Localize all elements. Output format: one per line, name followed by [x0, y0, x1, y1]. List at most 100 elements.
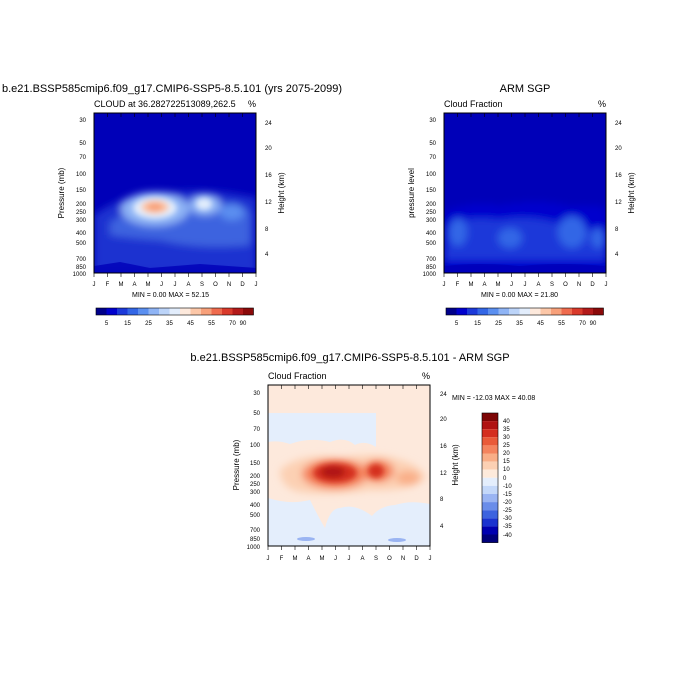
panel3-left-axis: 30 50 70 100 150 200 250 300 400 500 700… — [247, 391, 261, 551]
panel2-heatmap — [444, 113, 606, 273]
p2-yt-500: 500 — [426, 241, 437, 247]
p1-m-1: J — [93, 282, 96, 288]
p2-yt-250: 250 — [426, 210, 437, 216]
p2-rt-12: 12 — [615, 200, 622, 206]
p1-rt-12: 12 — [265, 200, 272, 206]
p2-cb-90: 90 — [590, 321, 597, 327]
p3-cb-m20: -20 — [503, 500, 512, 506]
p1-rt-20: 20 — [265, 146, 272, 152]
p3-m-2: F — [280, 556, 284, 562]
p3-rt-8: 8 — [440, 497, 444, 503]
p2-cb-70: 70 — [579, 321, 586, 327]
p2-m-2: F — [456, 282, 460, 288]
p1-m-10: O — [213, 282, 218, 288]
p3-m-1: J — [267, 556, 270, 562]
panel1-ylabel-right: Height (km) — [277, 172, 286, 214]
p2-cb-35: 35 — [516, 321, 523, 327]
p3-yt-30: 30 — [253, 391, 260, 397]
panel1-stats: MIN = 0.00 MAX = 52.15 — [132, 292, 209, 299]
p1-yt-850: 850 — [76, 265, 87, 271]
p3-yt-700: 700 — [250, 528, 261, 534]
panel1-colorbar — [96, 308, 254, 315]
p2-rt-20: 20 — [615, 146, 622, 152]
p3-m-8: A — [360, 556, 364, 562]
p1-m-12: D — [240, 282, 245, 288]
p1-m-8: A — [186, 282, 190, 288]
p3-m-11: N — [401, 556, 405, 562]
p1-m-2: F — [106, 282, 110, 288]
p3-yt-500: 500 — [250, 513, 261, 519]
p2-rt-8: 8 — [615, 227, 619, 233]
p2-rt-16: 16 — [615, 173, 622, 179]
p2-cb-55: 55 — [558, 321, 565, 327]
p1-cb-90: 90 — [240, 321, 247, 327]
p3-cb-35: 35 — [503, 427, 510, 433]
panel1-colorbar-labels: 5 15 25 35 45 55 70 90 — [105, 321, 247, 327]
p3-rt-12: 12 — [440, 471, 447, 477]
p1-yt-250: 250 — [76, 210, 87, 216]
p3-m-4: A — [306, 556, 310, 562]
p3-yt-400: 400 — [250, 503, 261, 509]
p2-yt-700: 700 — [426, 257, 437, 263]
p3-yt-100: 100 — [250, 443, 261, 449]
p3-m-12: D — [414, 556, 419, 562]
p3-cb-25: 25 — [503, 443, 510, 449]
p1-yt-400: 400 — [76, 231, 87, 237]
p3-m-7: J — [348, 556, 351, 562]
p1-m-4: A — [132, 282, 136, 288]
panel1-units: % — [248, 99, 256, 109]
p3-yt-150: 150 — [250, 461, 261, 467]
panel3-ylabel-right: Height (km) — [451, 444, 460, 486]
p3-cb-20: 20 — [503, 451, 510, 457]
p2-cb-25: 25 — [495, 321, 502, 327]
panel1-heatmap — [94, 113, 256, 273]
p3-m-9: S — [374, 556, 378, 562]
panel1-subtitle: CLOUD at 36.282722513089,262.5 — [94, 99, 236, 109]
p1-cb-45: 45 — [187, 321, 194, 327]
panel2-colorbar — [446, 308, 604, 315]
p2-cb-45: 45 — [537, 321, 544, 327]
panel3-heatmap — [268, 385, 430, 546]
p1-m-7: J — [174, 282, 177, 288]
panel3-colorbar-labels: 40 35 30 25 20 15 10 0 -10 -15 -20 -25 -… — [503, 419, 512, 539]
p1-cb-70: 70 — [229, 321, 236, 327]
p3-cb-m25: -25 — [503, 508, 512, 514]
p2-m-1: J — [443, 282, 446, 288]
panel2-right-axis: 24 20 16 12 8 4 — [615, 121, 622, 258]
p3-yt-1000: 1000 — [247, 545, 261, 551]
p2-m-12: D — [590, 282, 595, 288]
p3-yt-70: 70 — [253, 427, 260, 433]
p2-m-3: M — [469, 282, 474, 288]
p2-m-5: M — [496, 282, 501, 288]
p1-yt-150: 150 — [76, 188, 87, 194]
panel1-right-axis: 24 20 16 12 8 4 — [265, 121, 272, 258]
panel2-ylabel: pressure level — [407, 168, 416, 218]
p3-yt-200: 200 — [250, 474, 261, 480]
p2-cb-5: 5 — [455, 321, 459, 327]
panel3-units: % — [422, 371, 430, 381]
p1-yt-300: 300 — [76, 218, 87, 224]
p1-yt-500: 500 — [76, 241, 87, 247]
p2-yt-200: 200 — [426, 202, 437, 208]
p2-m-11: N — [577, 282, 581, 288]
panel-arm-sgp: ARM SGP Cloud Fraction % 30 50 70 100 15… — [407, 83, 636, 327]
p3-cb-15: 15 — [503, 459, 510, 465]
p2-m-4: A — [482, 282, 486, 288]
p3-cb-m30: -30 — [503, 516, 512, 522]
panel2-left-axis: 30 50 70 100 150 200 250 300 400 500 700… — [423, 118, 437, 278]
p2-yt-50: 50 — [429, 141, 436, 147]
p1-yt-200: 200 — [76, 202, 87, 208]
panel2-subtitle: Cloud Fraction — [444, 99, 503, 109]
p2-yt-100: 100 — [426, 172, 437, 178]
panel-difference: b.e21.BSSP585cmip6.f09_g17.CMIP6-SSP5-8.… — [190, 352, 535, 562]
p3-m-5: M — [320, 556, 325, 562]
panel2-ylabel-right: Height (km) — [627, 172, 636, 214]
panel2-stats: MIN = 0.00 MAX = 21.80 — [481, 292, 558, 299]
p1-yt-1000: 1000 — [73, 272, 87, 278]
p1-rt-4: 4 — [265, 252, 269, 258]
p1-rt-24: 24 — [265, 121, 272, 127]
panel-model: b.e21.BSSP585cmip6.f09_g17.CMIP6-SSP5-8.… — [2, 83, 342, 327]
p1-yt-70: 70 — [79, 155, 86, 161]
panel2-title: ARM SGP — [500, 83, 551, 95]
